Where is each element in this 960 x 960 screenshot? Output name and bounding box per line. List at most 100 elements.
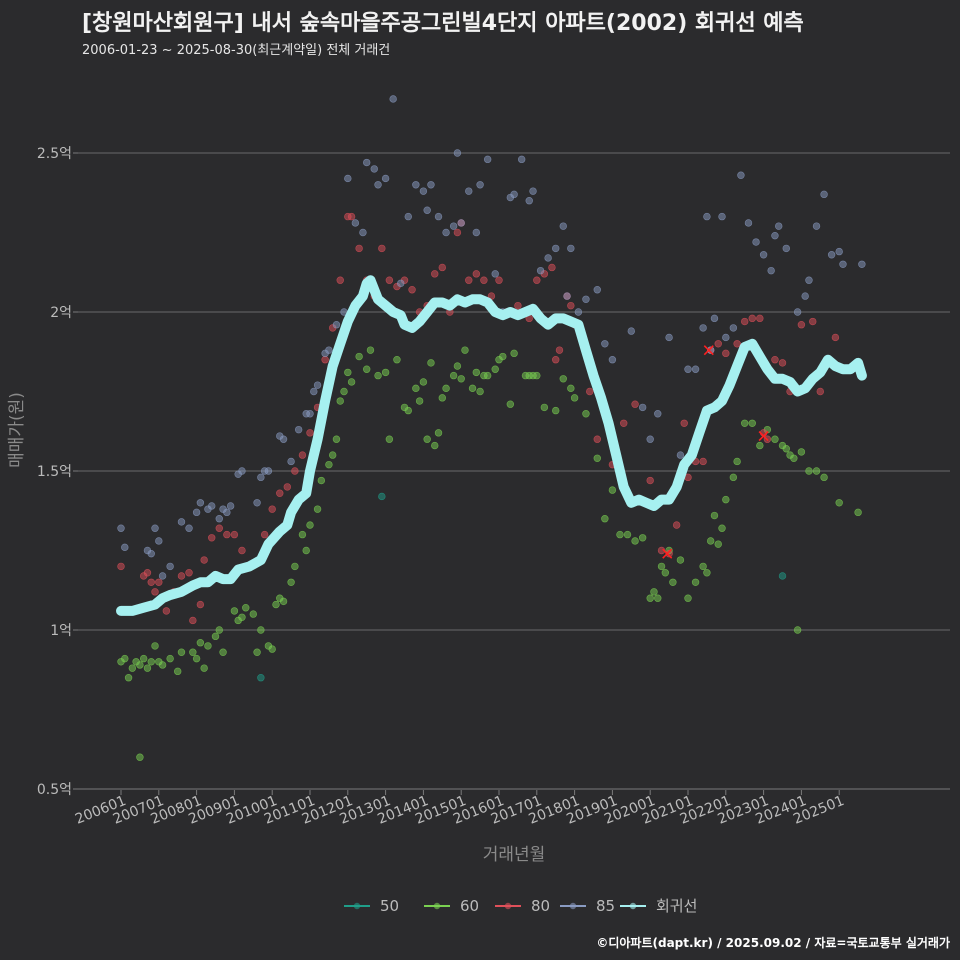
data-point-85 xyxy=(253,499,261,507)
data-point-85 xyxy=(752,238,760,246)
data-point-60 xyxy=(253,648,261,656)
footer-credit: ©디아파트(dapt.kr) / 2025.09.02 / 자료=국토교통부 실… xyxy=(596,936,950,950)
data-point-60 xyxy=(442,384,450,393)
data-point-85 xyxy=(699,324,707,332)
data-point-60 xyxy=(533,371,541,380)
data-point-50 xyxy=(257,673,265,682)
data-point-85 xyxy=(737,171,745,179)
data-point-80 xyxy=(347,212,356,221)
data-point-85 xyxy=(185,524,193,532)
data-point-60 xyxy=(189,648,197,656)
data-point-80 xyxy=(756,314,764,323)
data-point-80 xyxy=(620,419,628,427)
data-point-85 xyxy=(257,473,265,482)
data-point-80 xyxy=(778,359,787,367)
data-point-80 xyxy=(260,530,269,539)
data-point-60 xyxy=(412,384,420,393)
data-point-85 xyxy=(215,514,223,523)
data-point-60 xyxy=(306,521,314,529)
data-point-60 xyxy=(657,562,666,571)
data-point-85 xyxy=(793,308,802,316)
data-point-80 xyxy=(336,276,344,284)
data-point-60 xyxy=(608,486,617,494)
data-point-80 xyxy=(238,546,246,555)
data-point-60 xyxy=(124,673,133,682)
data-point-85 xyxy=(801,292,809,300)
data-point-85 xyxy=(147,549,155,558)
data-point-85 xyxy=(839,260,847,268)
data-point-80 xyxy=(385,276,394,284)
data-point-85 xyxy=(718,212,726,221)
data-point-85 xyxy=(453,149,462,157)
data-point-60 xyxy=(230,607,239,615)
data-point-80 xyxy=(291,467,299,475)
data-point-60 xyxy=(472,368,481,377)
highlight-markers xyxy=(662,345,769,559)
data-point-85 xyxy=(759,251,768,259)
legend-marker-60 xyxy=(433,902,441,910)
data-point-80 xyxy=(208,534,216,542)
data-point-60 xyxy=(249,610,258,618)
data-point-80 xyxy=(147,578,155,586)
data-point-60 xyxy=(313,505,322,513)
data-point-80 xyxy=(672,521,681,529)
data-point-80 xyxy=(748,314,756,323)
data-point-85 xyxy=(827,251,836,259)
data-point-60 xyxy=(476,387,484,396)
data-point-60 xyxy=(483,371,492,380)
data-point-60 xyxy=(703,569,711,577)
data-point-80 xyxy=(567,301,575,310)
data-point-85 xyxy=(332,321,341,329)
data-point-60 xyxy=(468,384,477,393)
data-point-60 xyxy=(499,352,507,361)
data-point-80 xyxy=(646,476,654,485)
legend-marker-80 xyxy=(504,902,512,910)
data-point-60 xyxy=(287,578,295,586)
data-point-60 xyxy=(325,460,333,469)
data-point-60 xyxy=(196,639,205,647)
regression-line-group xyxy=(116,275,867,616)
data-point-85 xyxy=(627,327,635,335)
data-point-80 xyxy=(533,276,541,284)
data-point-80 xyxy=(480,276,488,284)
data-point-85 xyxy=(835,247,843,256)
data-point-60 xyxy=(551,406,560,415)
data-point-85 xyxy=(374,181,382,189)
data-point-60 xyxy=(393,356,401,364)
data-point-85 xyxy=(638,403,647,412)
data-point-85 xyxy=(775,222,783,230)
data-point-85 xyxy=(582,295,590,303)
data-point-60 xyxy=(835,499,843,507)
data-point-60 xyxy=(729,473,738,482)
data-point-85 xyxy=(351,219,360,227)
data-point-60 xyxy=(714,540,722,548)
data-point-85 xyxy=(510,190,518,199)
data-point-85 xyxy=(465,187,473,195)
data-point-80 xyxy=(472,270,481,278)
data-point-85 xyxy=(646,435,654,443)
data-point-80 xyxy=(438,263,446,272)
data-point-85 xyxy=(858,260,866,268)
data-point-60 xyxy=(661,569,670,577)
data-point-60 xyxy=(582,410,590,418)
data-point-60 xyxy=(423,435,431,443)
data-point-60 xyxy=(650,588,658,596)
data-point-80 xyxy=(230,530,239,539)
data-point-85 xyxy=(805,276,813,284)
data-point-85 xyxy=(476,181,484,189)
data-point-60 xyxy=(147,658,155,666)
y-tick-label: 0.5억 xyxy=(37,782,72,798)
data-point-85 xyxy=(279,435,288,443)
data-point-85 xyxy=(676,451,685,459)
data-point-80 xyxy=(408,286,416,294)
data-point-80 xyxy=(177,572,186,580)
data-point-60 xyxy=(646,594,654,602)
y-tick-label: 1.5억 xyxy=(37,464,72,480)
data-point-85 xyxy=(703,212,711,221)
data-point-60 xyxy=(654,594,662,602)
data-point-80 xyxy=(268,505,276,513)
data-point-85 xyxy=(166,562,174,571)
data-point-80 xyxy=(143,569,152,577)
data-point-60 xyxy=(136,753,144,761)
